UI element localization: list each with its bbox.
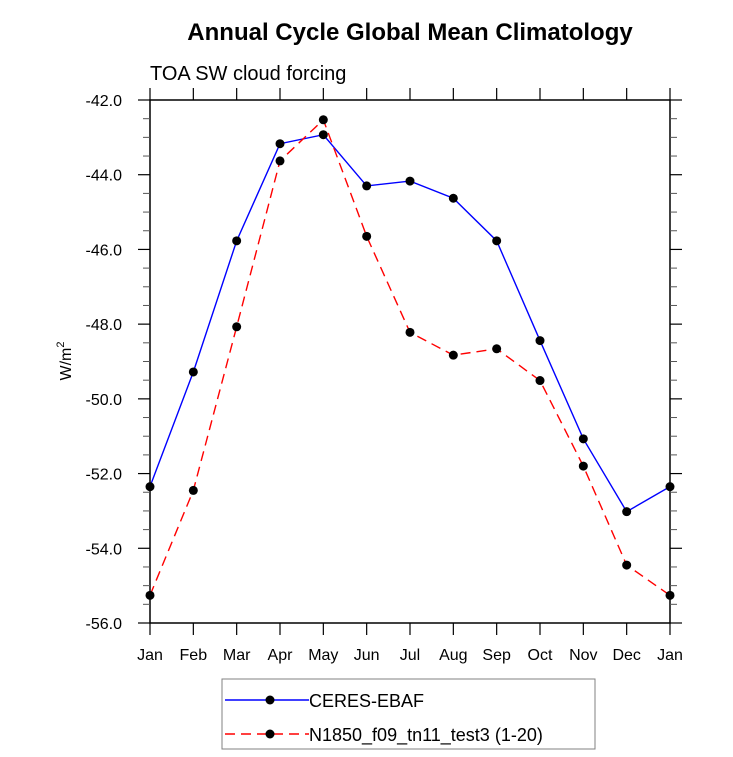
y-tick-label: -56.0	[86, 616, 123, 633]
legend-label: N1850_f09_tn11_test3 (1-20)	[309, 725, 543, 746]
x-tick-label: Jan	[137, 647, 163, 664]
series-n1850-f09-tn11-test3	[145, 115, 675, 600]
legend-box	[221, 678, 596, 750]
series-line	[149, 118, 671, 596]
data-point	[665, 482, 675, 492]
data-point	[232, 236, 242, 246]
y-tick-label: -44.0	[86, 168, 123, 185]
x-tick-label: Dec	[612, 647, 640, 664]
data-point	[318, 115, 328, 125]
y-tick-label: -54.0	[86, 541, 123, 558]
x-tick-label: Mar	[223, 647, 251, 664]
x-tick-label: Jun	[354, 647, 380, 664]
y-tick-label: -52.0	[86, 467, 123, 484]
axes: Jan Feb Mar Apr May Jun Jul Aug Sep Oct Nov Dec Jan-…	[86, 88, 683, 664]
x-tick-label: Nov	[569, 647, 597, 664]
data-point	[232, 322, 242, 332]
y-tick-label: -46.0	[86, 242, 123, 259]
data-point	[362, 181, 372, 191]
data-point	[578, 461, 588, 471]
chart-subtitle: TOA SW cloud forcing	[150, 63, 346, 85]
data-point	[448, 350, 458, 360]
legend-label: CERES-EBAF	[309, 691, 424, 711]
x-tick-label: Aug	[439, 647, 467, 664]
x-tick-label: Jan	[657, 647, 683, 664]
data-point	[622, 507, 632, 517]
data-point	[145, 482, 155, 492]
x-tick-label: Sep	[482, 647, 511, 664]
data-point	[188, 485, 198, 495]
data-point	[535, 376, 545, 386]
y-tick-label: -50.0	[86, 392, 123, 409]
chart-title: Annual Cycle Global Mean Climatology	[187, 19, 633, 46]
data-point	[275, 156, 285, 166]
data-point	[535, 336, 545, 346]
y-tick-label: -42.0	[86, 93, 123, 110]
series-line	[149, 133, 671, 513]
data-point	[405, 176, 415, 186]
x-tick-label: Oct	[528, 647, 553, 664]
data-point	[362, 231, 372, 241]
series-layer	[145, 115, 675, 600]
data-point	[188, 367, 198, 377]
y-axis-label: W/m2	[55, 342, 75, 381]
x-tick-label: May	[308, 647, 338, 664]
data-point	[405, 327, 415, 337]
data-point	[275, 139, 285, 149]
y-axis-label-text: W/m	[58, 348, 75, 381]
data-point	[578, 434, 588, 444]
x-tick-label: Apr	[268, 647, 294, 664]
data-point	[318, 130, 328, 140]
data-point	[145, 590, 155, 600]
y-axis-label-superscript: 2	[55, 342, 67, 348]
legend-marker	[265, 729, 275, 739]
series-ceres-ebaf	[145, 130, 675, 517]
data-point	[492, 236, 502, 246]
legend: CERES-EBAF N1850_f09_tn11_test3 (1-20)	[221, 678, 596, 750]
legend-marker	[265, 695, 275, 705]
y-tick-label: -48.0	[86, 317, 123, 334]
x-tick-label: Jul	[400, 647, 420, 664]
data-point	[492, 344, 502, 354]
data-point	[665, 590, 675, 600]
data-point	[448, 193, 458, 203]
data-point	[622, 560, 632, 570]
x-tick-label: Feb	[180, 647, 208, 664]
